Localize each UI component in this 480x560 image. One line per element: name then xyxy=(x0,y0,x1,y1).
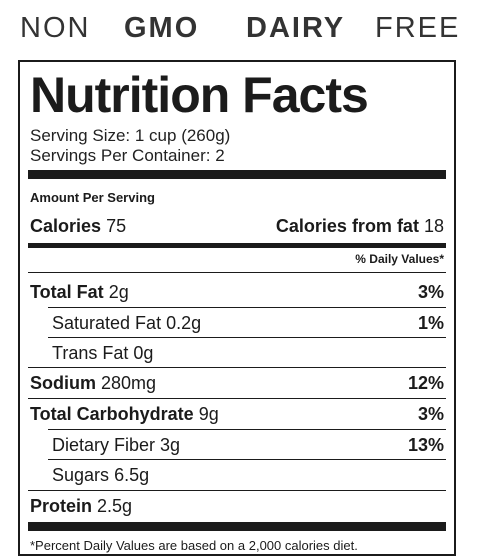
non-claim: NON xyxy=(20,12,91,44)
nutrient-dv: 3% xyxy=(417,282,444,302)
nutrient-amount: 0.2g xyxy=(166,313,202,333)
nutrient-row-dietary-fiber: Dietary Fiber 3g 13% xyxy=(30,433,444,457)
nutrient-amount: 2g xyxy=(108,282,129,302)
label-title: Nutrition Facts xyxy=(30,67,369,123)
nutrient-amount: 280mg xyxy=(101,373,157,393)
medium-divider xyxy=(28,243,446,248)
nutrient-name: Sodium xyxy=(30,373,96,393)
nutrient-amount: 6.5g xyxy=(114,465,150,485)
nutrient-dv: 1% xyxy=(417,313,444,333)
nutrient-name: Trans Fat xyxy=(52,343,129,363)
nutrient-name: Total Fat xyxy=(30,282,104,302)
calories-from-fat-label: Calories from fat xyxy=(275,216,419,236)
daily-values-header: % Daily Values* xyxy=(355,252,444,266)
nutrient-row-total-carbohydrate: Total Carbohydrate 9g 3% xyxy=(30,402,444,426)
calories-from-fat-value: 18 xyxy=(423,216,444,236)
nutrition-facts-label: Nutrition Facts Serving Size: 1 cup (260… xyxy=(18,60,456,556)
nutrient-name: Protein xyxy=(30,496,93,516)
row-divider xyxy=(28,490,446,491)
thick-divider xyxy=(28,170,446,179)
nutrient-name: Dietary Fiber xyxy=(52,435,156,455)
thick-divider xyxy=(28,522,446,531)
product-claims-banner: NON GMO DAIRY FREE xyxy=(0,8,480,48)
row-divider xyxy=(48,429,446,430)
dairy-claim: DAIRY xyxy=(246,12,346,44)
row-divider xyxy=(28,367,446,368)
nutrient-row-total-fat: Total Fat 2g 3% xyxy=(30,280,444,304)
nutrient-amount: 0g xyxy=(133,343,154,363)
row-divider xyxy=(28,272,446,273)
nutrient-row-protein: Protein 2.5g xyxy=(30,494,444,518)
nutrient-amount: 3g xyxy=(160,435,181,455)
nutrient-name: Sugars xyxy=(52,465,110,485)
free-claim: FREE xyxy=(375,12,461,44)
row-divider xyxy=(48,337,446,338)
daily-values-footnote: *Percent Daily Values are based on a 2,0… xyxy=(30,538,358,553)
row-divider xyxy=(48,307,446,308)
row-divider xyxy=(48,459,446,460)
nutrient-row-sugars: Sugars 6.5g xyxy=(30,463,444,487)
serving-size: Serving Size: 1 cup (260g) xyxy=(30,126,231,145)
nutrient-row-sodium: Sodium 280mg 12% xyxy=(30,371,444,395)
nutrient-name: Total Carbohydrate xyxy=(30,404,194,424)
nutrient-row-saturated-fat: Saturated Fat 0.2g 1% xyxy=(30,311,444,335)
nutrient-name: Saturated Fat xyxy=(52,313,162,333)
calories-row: Calories 75 Calories from fat 18 xyxy=(30,214,444,238)
calories-value: 75 xyxy=(106,216,127,236)
calories-label: Calories xyxy=(30,216,102,236)
nutrient-dv: 13% xyxy=(407,435,444,455)
calories-text: Calories 75 xyxy=(30,214,126,238)
nutrient-amount: 2.5g xyxy=(97,496,133,516)
amount-per-serving: Amount Per Serving xyxy=(30,190,155,205)
gmo-claim: GMO xyxy=(124,12,200,44)
nutrient-row-trans-fat: Trans Fat 0g xyxy=(30,341,444,365)
nutrient-dv: 3% xyxy=(417,404,444,424)
calories-from-fat-text: Calories from fat 18 xyxy=(276,214,444,238)
nutrient-dv: 12% xyxy=(407,373,444,393)
row-divider xyxy=(28,398,446,399)
servings-per-container: Servings Per Container: 2 xyxy=(30,146,225,165)
nutrient-amount: 9g xyxy=(198,404,219,424)
